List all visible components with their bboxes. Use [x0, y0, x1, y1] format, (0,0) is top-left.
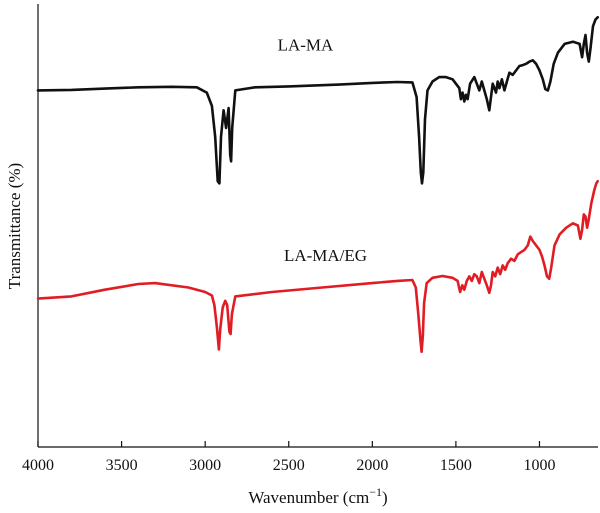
x-axis-label-superscript: −1: [369, 485, 382, 499]
x-axis-label: Wavenumber (cm−1): [248, 485, 387, 507]
x-tick-label-3000: 3000: [189, 457, 221, 474]
x-axis-label-end: ): [382, 488, 388, 507]
series-annotation-1: LA-MA/EG: [284, 246, 367, 265]
series-line-0: [36, 16, 599, 185]
y-axis-label: Transmittance (%): [5, 163, 24, 289]
x-tick-label-3500: 3500: [106, 457, 138, 474]
x-tick-label-4000: 4000: [22, 457, 54, 474]
x-tick-label-1000: 1000: [523, 457, 555, 474]
series-labels: LA-MA LA-MA/EG: [278, 36, 367, 265]
x-ticks: 4000 3500 3000 2500 2000 1500 1000: [22, 441, 555, 474]
x-tick-label-1500: 1500: [440, 457, 472, 474]
series-group: [36, 16, 599, 354]
x-tick-label-2500: 2500: [273, 457, 305, 474]
series-line-1: [36, 179, 599, 354]
x-tick-label-2000: 2000: [356, 457, 388, 474]
series-annotation-0: LA-MA: [278, 36, 334, 55]
axes: [37, 4, 598, 448]
